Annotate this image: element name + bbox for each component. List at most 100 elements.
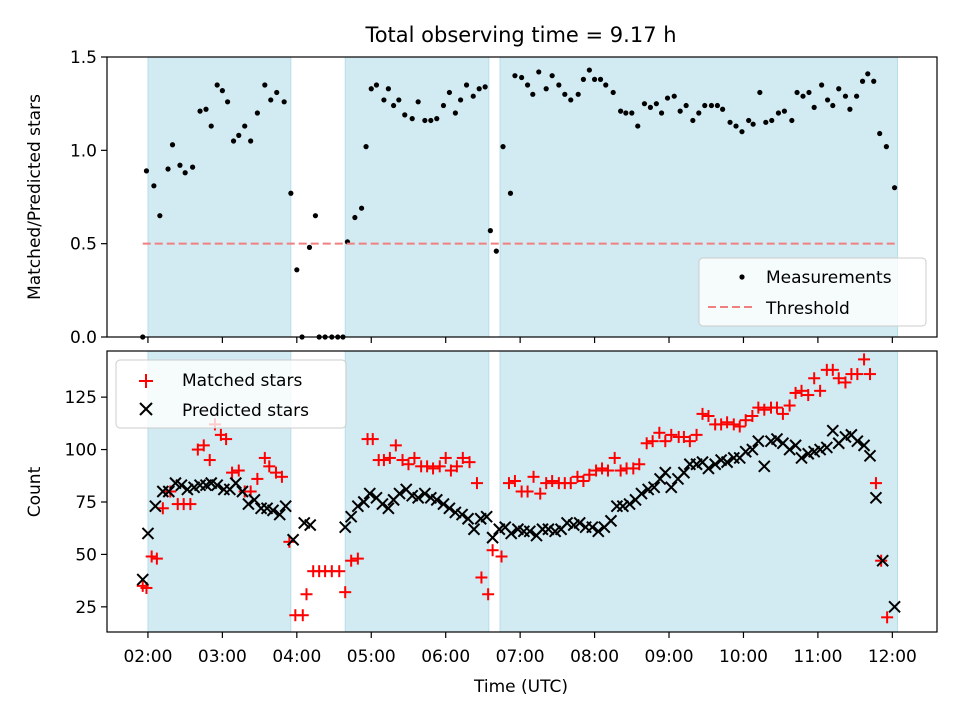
top-measurement-point: [197, 108, 203, 114]
bottom-ytick-label: 125: [65, 388, 97, 408]
bottom-matched-point: [601, 464, 614, 477]
top-measurement-point: [415, 99, 421, 105]
bottom-matched-point: [427, 462, 440, 475]
top-measurement-point: [811, 104, 817, 110]
bottom-predicted-point: [149, 499, 162, 513]
bottom-predicted-point: [357, 495, 371, 509]
bottom-predicted-point: [418, 487, 432, 500]
top-measurement-point: [580, 76, 587, 82]
bottom-matched-point: [232, 464, 245, 477]
bottom-matched-point: [739, 414, 752, 427]
bottom-predicted-point: [181, 483, 194, 496]
bottom-matched-point: [203, 454, 216, 467]
top-measurement-point: [434, 116, 440, 122]
bottom-matched-point: [864, 368, 877, 381]
bottom-predicted-point: [708, 458, 722, 471]
bottom-predicted-point: [338, 520, 352, 534]
bottom-predicted-point: [210, 479, 224, 492]
bottom-matched-point: [633, 458, 646, 471]
bottom-predicted-point: [393, 487, 406, 500]
top-shaded-interval: [344, 56, 490, 338]
predicted-point-b: [677, 466, 691, 479]
predicted-point-b: [586, 520, 599, 534]
top-measurement-point: [671, 93, 677, 99]
bottom-matched-point: [802, 389, 815, 402]
top-measurement-point: [696, 110, 702, 116]
bottom-predicted-point: [437, 497, 450, 511]
bottom-predicted-point: [279, 499, 292, 513]
predicted-point-b: [789, 439, 802, 452]
top-measurement-point: [190, 164, 196, 170]
bottom-matched-point: [450, 460, 463, 473]
bottom-predicted-point: [382, 502, 395, 515]
top-measurement-point: [883, 144, 889, 150]
bottom-matched-point: [383, 451, 396, 464]
predicted-point-b: [708, 458, 722, 471]
predicted-point-b: [869, 491, 883, 504]
predicted-point-b: [351, 499, 365, 513]
bottom-predicted-point: [286, 533, 300, 546]
bottom-matched-point: [808, 372, 821, 385]
top-measurement-point: [819, 82, 825, 88]
top-measurement-point: [647, 104, 654, 110]
predicted-point-b: [480, 510, 493, 523]
bottom-matched-point: [482, 588, 495, 601]
top-measurement-point: [865, 71, 871, 77]
bottom-predicted-point: [443, 502, 456, 515]
predicted-point-b: [304, 518, 317, 532]
bottom-matched-point: [869, 477, 882, 490]
top-measurement-point: [236, 132, 242, 138]
bottom-matched-point: [339, 586, 352, 599]
bottom-ytick-label: 75: [75, 493, 97, 513]
bottom-predicted-point: [141, 527, 155, 540]
bottom-predicted-point: [461, 512, 475, 525]
bottom-matched-point: [345, 554, 358, 567]
predicted-point-b: [405, 489, 419, 502]
predicted-point-b: [851, 434, 864, 448]
bottom-matched-point: [508, 475, 521, 488]
predicted-point-b: [411, 491, 425, 504]
bottom-matched-point: [145, 550, 158, 563]
top-measurement-point: [169, 142, 176, 148]
bottom-matched-point: [653, 426, 666, 439]
top-measurement-point: [274, 89, 280, 96]
top-measurement-point: [575, 91, 581, 97]
predicted-point-b: [845, 428, 858, 442]
bottom-matched-point: [795, 384, 808, 397]
predicted-point-b: [623, 497, 636, 511]
top-measurement-point: [381, 97, 387, 103]
predicted-point-b: [242, 497, 255, 511]
top-ytick-label: 0.5: [70, 235, 97, 255]
legend-top: Measurements Threshold: [698, 257, 927, 327]
predicted-point-b: [876, 554, 889, 567]
bottom-matched-point: [377, 454, 390, 467]
bottom-matched-point: [502, 477, 515, 490]
predicted-point-b: [720, 455, 734, 469]
bottom-matched-point: [770, 401, 783, 414]
legend-bottom-box: [115, 359, 347, 429]
bottom-predicted-point: [376, 497, 389, 511]
bottom-matched-point: [752, 401, 765, 414]
top-measurement-point: [830, 102, 836, 109]
bottom-predicted-point: [746, 443, 759, 456]
bottom-predicted-point: [616, 499, 630, 513]
bottom-matched-point: [832, 372, 845, 385]
top-measurement-point: [824, 97, 831, 103]
bottom-predicted-point: [813, 443, 827, 456]
predicted-point-b: [702, 462, 715, 475]
bottom-xtick-label: 06:00: [421, 647, 470, 667]
bottom-predicted-point: [869, 491, 883, 504]
top-measurement-point: [568, 97, 574, 103]
bottom-matched-point: [727, 418, 740, 431]
top-measurement-point: [727, 119, 733, 125]
top-measurement-point: [800, 93, 806, 99]
top-measurement-point: [690, 117, 696, 124]
bottom-predicted-point: [430, 493, 443, 507]
bottom-predicted-point: [560, 516, 574, 530]
bottom-matched-point: [463, 456, 476, 469]
bottom-matched-point: [583, 468, 596, 481]
bottom-predicted-point: [542, 523, 555, 536]
bottom-predicted-point: [826, 424, 839, 437]
bottom-predicted-point: [480, 510, 493, 523]
top-measurement-point: [794, 89, 800, 96]
